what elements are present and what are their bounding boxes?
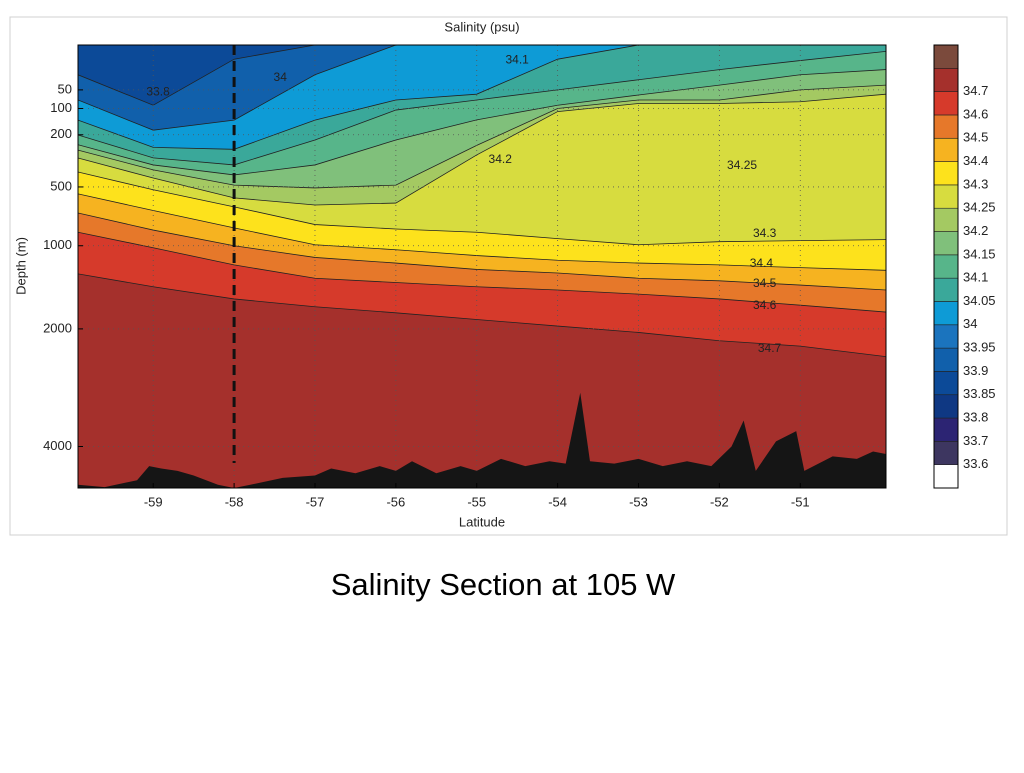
contour-label: 34.5 [753,276,777,290]
contour-line [78,171,886,246]
contour-label: 33.8 [146,84,170,98]
contour-label: 34.6 [753,298,777,312]
colorbar-swatch [933,441,959,465]
x-tick-label: -57 [306,494,325,509]
plot-border [77,44,887,489]
colorbar-label: 34.05 [963,293,996,308]
contour-label: 34.2 [489,152,513,166]
contour-line [78,45,886,131]
y-tick-label: 100 [50,100,72,115]
colorbar-swatch [933,371,959,396]
colorbar-swatch [933,44,959,69]
colorbar-label: 34.2 [963,223,988,238]
colorbar-label: 34.25 [963,200,996,215]
y-tick-label: 50 [58,81,72,96]
contour-label: 34.7 [758,341,782,355]
contour-line [78,273,886,358]
colorbar-label: 34.6 [963,106,988,121]
x-tick-label: -54 [548,494,567,509]
x-tick-label: -51 [791,494,810,509]
colorbar-swatch [933,114,959,139]
colorbar-label: 33.95 [963,340,996,355]
slide-caption: Salinity Section at 105 W [331,567,676,602]
y-tick-label: 4000 [43,438,72,453]
colorbar-swatch [933,68,959,92]
colorbar-swatch [933,231,959,256]
colorbar-swatch [933,277,959,302]
colorbar-label: 34.1 [963,270,988,285]
colorbar-swatch [933,301,959,326]
x-tick-label: -53 [629,494,648,509]
colorbar-label: 34.7 [963,83,988,98]
x-tick-label: -58 [225,494,244,509]
y-tick-label: 500 [50,178,72,193]
y-tick-label: 2000 [43,320,72,335]
contour-line [78,45,886,150]
colorbar-swatch [933,254,959,279]
colorbar-label: 34 [963,316,977,331]
colorbar-label: 33.85 [963,386,996,401]
colorbar-label: 34.4 [963,153,988,168]
colorbar-swatch [933,137,959,162]
contour-label: 34.1 [506,53,530,67]
colorbar-swatch [933,324,959,349]
colorbar-label: 34.5 [963,130,988,145]
bathymetry [78,392,886,488]
colorbar-label: 33.8 [963,409,988,424]
colorbar-label: 34.15 [963,246,996,261]
y-tick-label: 1000 [43,237,72,252]
colorbar-label: 34.3 [963,176,988,191]
x-tick-label: -52 [710,494,729,509]
x-tick-label: -56 [386,494,405,509]
contour-label: 34.3 [753,226,777,240]
contour-label: 34 [274,70,288,84]
contour-line [78,50,886,166]
contour-line [78,231,886,313]
colorbar-swatch [933,91,959,116]
x-axis-label: Latitude [459,514,505,529]
contour-line [78,45,886,106]
plot-area: 34.1 34 33.8 34.2 34.25 34.3 34.4 34.5 34.6 34.7 [78,45,886,488]
colorbar-swatch [933,347,959,372]
salinity-band [78,273,886,488]
colorbar-label: 33.7 [963,433,988,448]
colorbar-swatch [933,207,959,232]
contour-label: 34.25 [727,158,757,172]
contour-line [78,93,886,206]
colorbar-label: 33.9 [963,363,988,378]
x-tick-label: -59 [144,494,163,509]
colorbar-border [933,44,959,489]
contour-line [78,69,886,176]
colorbar-swatch [933,464,959,489]
colorbar-swatch [933,417,959,442]
contour-line [78,212,886,291]
chart-title: Salinity (psu) [444,19,519,34]
y-tick-label: 200 [50,126,72,141]
colorbar-label: 33.6 [963,456,988,471]
y-axis-label: Depth (m) [13,237,28,295]
contour-label: 34.4 [750,256,774,270]
colorbar-swatch [933,161,959,186]
colorbar-swatch [933,394,959,419]
x-tick-label: -55 [467,494,486,509]
colorbar-swatch [933,184,959,209]
